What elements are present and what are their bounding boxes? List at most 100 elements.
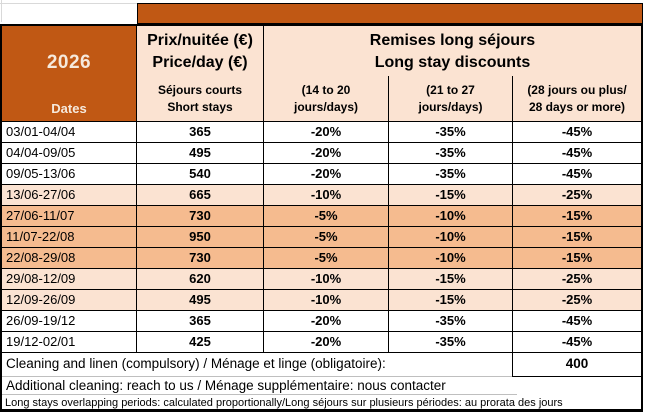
discount-21-27-cell: -35% [388,143,512,163]
discount-14-20-cell: -5% [263,248,388,268]
discounts-title: Remises long séjours Long stay discounts [264,26,641,76]
price-cell: 540 [136,164,263,184]
price-cell: 730 [136,206,263,226]
discount-col-header-14-20: (14 to 20 jours/days) [264,76,388,121]
discounts-title-fr: Remises long séjours [369,32,536,49]
price-cell: 495 [136,290,263,310]
table-row: 04/04-09/05 495 -20% -35% -45% [2,143,641,164]
price-cell: 365 [136,122,263,142]
discount-28-plus-cell: -45% [512,122,641,142]
discount-14-20-cell: -10% [263,269,388,289]
discount-21-27-cell: -10% [388,248,512,268]
price-cell: 665 [136,185,263,205]
discount-28-plus-cell: -15% [512,248,641,268]
price-cell: 950 [136,227,263,247]
discount-21-27-cell: -10% [388,227,512,247]
table-row: 29/08-12/09 620 -10% -15% -25% [2,269,641,290]
data-rows: 03/01-04/04 365 -20% -35% -45% 04/04-09/05 495… [2,122,641,353]
excel-gridline-vertical [1,0,2,22]
discount-14-20-cell: -20% [263,122,388,142]
dates-label: Dates [51,101,87,116]
discount-21-27-cell: -35% [388,164,512,184]
discount-14-20-cell: -20% [263,311,388,331]
year-dates-header-cell: 2026 Dates [2,26,136,121]
discount-col-header-21-27: (21 to 27 jours/days) [388,76,512,121]
discount-14-20-cell: -5% [263,206,388,226]
year-label: 2026 [46,52,92,73]
table-row: 22/08-29/08 730 -5% -10% -15% [2,248,641,269]
date-range-cell: 13/06-27/06 [6,187,76,202]
date-range-cell: 11/07-22/08 [6,229,75,244]
date-range-cell: 29/08-12/09 [6,271,76,286]
cleaning-fee-value: 400 [512,353,641,377]
additional-cleaning-label: Additional cleaning: reach to us / Ménag… [6,378,446,393]
price-header-fr: Prix/nuitée (€) [147,32,253,49]
discount-21-27-cell: -15% [388,185,512,205]
discount-14-20-cell: -20% [263,164,388,184]
price-table: 2026 Dates Prix/nuitée (€) Price/day (€)… [0,24,643,412]
table-row: 12/09-26/09 495 -10% -15% -25% [2,290,641,311]
table-header-row: 2026 Dates Prix/nuitée (€) Price/day (€)… [2,26,641,122]
discount-col-14-20-line2: jours/days) [293,100,359,114]
discount-28-plus-cell: -25% [512,290,641,310]
date-range-cell: 12/09-26/09 [6,292,76,307]
table-row: 19/12-02/01 425 -20% -35% -45% [2,332,641,353]
discount-28-plus-cell: -45% [512,143,641,163]
additional-cleaning-row: Additional cleaning: reach to us / Ménag… [2,377,641,395]
discount-col-14-20-line1: (14 to 20 [301,83,351,97]
table-row: 11/07-22/08 950 -5% -10% -15% [2,227,641,248]
top-orange-strip [137,3,643,24]
discount-14-20-cell: -10% [263,290,388,310]
price-cell: 425 [136,332,263,352]
table-row: 26/09-19/12 365 -20% -35% -45% [2,311,641,332]
price-cell: 495 [136,143,263,163]
discount-14-20-cell: -20% [263,332,388,352]
date-range-cell: 19/12-02/01 [6,334,76,349]
discount-col-21-27-line2: jours/days) [418,100,483,114]
discount-col-28-plus-line2: 28 days or more) [528,100,626,114]
excel-gridline-horizontal [0,3,138,4]
discount-col-28-plus-line1: (28 jours ou plus/ [527,83,627,97]
discount-28-plus-cell: -45% [512,332,641,352]
discounts-title-en: Long stay discounts [374,54,531,71]
discount-28-plus-cell: -45% [512,164,641,184]
table-row: 27/06-11/07 730 -5% -10% -15% [2,206,641,227]
price-header-en: Price/day (€) [152,54,248,71]
date-range-cell: 03/01-04/04 [6,124,76,139]
discount-14-20-cell: -5% [263,227,388,247]
discount-14-20-cell: -10% [263,185,388,205]
price-cell: 620 [136,269,263,289]
discount-21-27-cell: -15% [388,290,512,310]
discount-col-header-28-plus: (28 jours ou plus/ 28 days or more) [512,76,641,121]
discount-21-27-cell: -15% [388,269,512,289]
cleaning-row: Cleaning and linen (compulsory) / Ménage… [2,353,641,377]
price-column-header-cell: Prix/nuitée (€) Price/day (€) Séjours co… [136,26,263,121]
discount-subcolumns: (14 to 20 jours/days) (21 to 27 jours/da… [264,76,641,121]
short-stays-label-fr: Séjours courts [157,83,243,97]
separator-line [2,394,517,395]
discount-28-plus-cell: -15% [512,206,641,226]
table-row: 09/05-13/06 540 -20% -35% -45% [2,164,641,185]
discount-col-21-27-line1: (21 to 27 [426,83,475,97]
discount-21-27-cell: -35% [388,332,512,352]
date-range-cell: 27/06-11/07 [6,208,75,223]
overlap-note: Long stays overlapping periods: calculat… [5,397,563,409]
date-range-cell: 09/05-13/06 [6,166,76,181]
discount-14-20-cell: -20% [263,143,388,163]
discount-28-plus-cell: -15% [512,227,641,247]
short-stays-label-en: Short stays [167,100,233,114]
discount-28-plus-cell: -25% [512,269,641,289]
discount-28-plus-cell: -45% [512,311,641,331]
discount-28-plus-cell: -25% [512,185,641,205]
date-range-cell: 22/08-29/08 [6,250,76,265]
price-cell: 365 [136,311,263,331]
table-row: 13/06-27/06 665 -10% -15% -25% [2,185,641,206]
discount-21-27-cell: -10% [388,206,512,226]
date-range-cell: 26/09-19/12 [6,313,76,328]
cleaning-label: Cleaning and linen (compulsory) / Ménage… [2,353,512,377]
discount-21-27-cell: -35% [388,311,512,331]
table-row: 03/01-04/04 365 -20% -35% -45% [2,122,641,143]
price-cell: 730 [136,248,263,268]
date-range-cell: 04/04-09/05 [6,145,76,160]
